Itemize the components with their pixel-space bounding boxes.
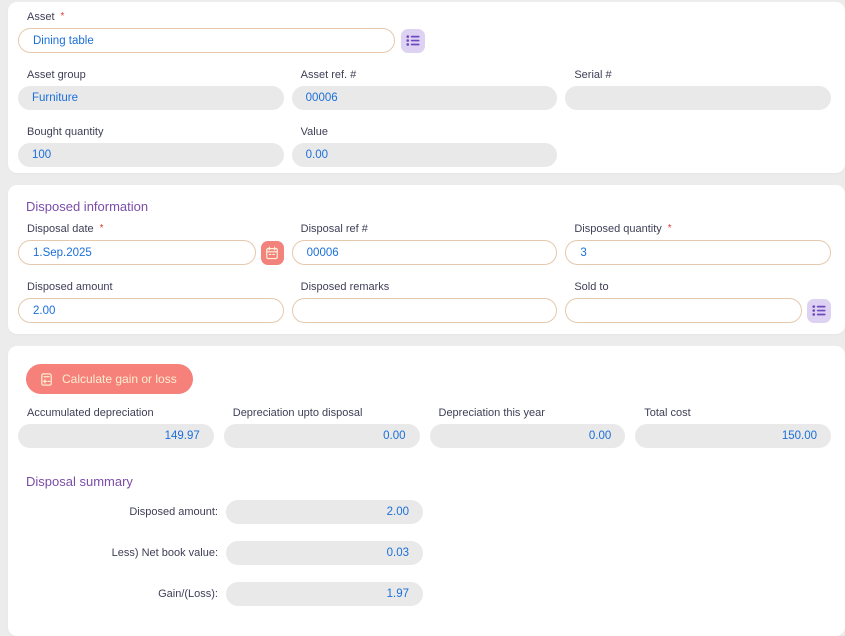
- accumulated-depreciation-field: 149.97: [18, 424, 214, 448]
- depreciation-row: Accumulated depreciation 149.97 Deprecia…: [18, 407, 831, 448]
- asset-input[interactable]: [18, 28, 395, 53]
- disposal-ref-input[interactable]: [291, 240, 558, 265]
- field-disposed-remarks: Disposed remarks: [291, 281, 558, 323]
- summary-disposed-amount-label: Disposed amount:: [129, 506, 218, 518]
- gain-loss-card: Calculate gain or loss Accumulated depre…: [8, 346, 845, 636]
- disposed-amount-label: Disposed amount: [27, 281, 113, 293]
- field-asset: Asset *: [18, 11, 831, 53]
- summary-net-book-value-field: 0.03: [226, 541, 423, 565]
- asset-ref-label: Asset ref. #: [300, 69, 357, 81]
- calculate-gain-or-loss-button[interactable]: Calculate gain or loss: [26, 364, 193, 394]
- bought-quantity-label: Bought quantity: [27, 126, 104, 138]
- disposed-quantity-input[interactable]: [565, 240, 831, 265]
- field-disposed-amount: Disposed amount: [18, 281, 284, 323]
- summary-row-net-book-value: Less) Net book value: 0.03: [18, 541, 831, 565]
- summary-net-book-value-label: Less) Net book value:: [111, 547, 218, 559]
- disposed-amount-input[interactable]: [18, 298, 284, 323]
- asset-group-field: Furniture: [18, 86, 284, 110]
- value-label: Value: [300, 126, 328, 138]
- asset-detail-row-2: Bought quantity 100 Value 0.00: [18, 126, 831, 167]
- summary-gain-loss-field: 1.97: [226, 582, 423, 606]
- field-sold-to: Sold to: [565, 281, 831, 323]
- empty-cell: [565, 126, 831, 167]
- asset-group-label: Asset group: [27, 69, 86, 81]
- disposed-row-1: Disposal date *: [18, 223, 831, 265]
- field-accumulated-depreciation: Accumulated depreciation 149.97: [18, 407, 214, 448]
- depreciation-upto-disposal-label: Depreciation upto disposal: [232, 407, 363, 419]
- calendar-icon: [265, 246, 279, 260]
- disposal-summary-title: Disposal summary: [26, 474, 133, 489]
- date-picker-button[interactable]: [260, 240, 284, 265]
- depreciation-this-year-field: 0.00: [429, 424, 626, 448]
- depreciation-this-year-label: Depreciation this year: [438, 407, 545, 419]
- field-asset-ref: Asset ref. # 00006: [291, 69, 558, 110]
- asset-label: Asset: [27, 11, 55, 23]
- serial-label: Serial #: [574, 69, 612, 81]
- asset-input-row: [18, 28, 425, 53]
- disposal-date-input[interactable]: [18, 240, 256, 265]
- asset-info-card: Asset *: [8, 2, 845, 173]
- field-bought-quantity: Bought quantity 100: [18, 126, 284, 167]
- field-depreciation-this-year: Depreciation this year 0.00: [429, 407, 626, 448]
- asset-detail-row-1: Asset group Furniture Asset ref. # 00006…: [18, 69, 831, 110]
- list-icon: [405, 34, 420, 47]
- field-disposal-ref: Disposal ref #: [291, 223, 558, 265]
- serial-field: [565, 86, 831, 110]
- disposal-ref-label: Disposal ref #: [300, 223, 368, 235]
- asset-label-row: Asset *: [27, 11, 831, 24]
- sold-to-label: Sold to: [574, 281, 609, 293]
- field-serial: Serial #: [565, 69, 831, 110]
- value-field: 0.00: [291, 143, 558, 167]
- sold-to-input[interactable]: [565, 298, 802, 323]
- disposal-date-label: Disposal date: [27, 223, 94, 235]
- calculator-icon: [39, 372, 54, 387]
- total-cost-field: 150.00: [635, 424, 831, 448]
- disposed-information-title: Disposed information: [26, 199, 149, 214]
- sold-to-row: [565, 298, 831, 323]
- field-total-cost: Total cost 150.00: [635, 407, 831, 448]
- disposed-remarks-label: Disposed remarks: [300, 281, 390, 293]
- accumulated-depreciation-label: Accumulated depreciation: [27, 407, 154, 419]
- asset-lookup-button[interactable]: [400, 28, 425, 53]
- field-depreciation-upto-disposal: Depreciation upto disposal 0.00: [223, 407, 420, 448]
- calculate-button-label: Calculate gain or loss: [62, 372, 177, 386]
- asset-ref-field: 00006: [291, 86, 558, 110]
- total-cost-label: Total cost: [644, 407, 691, 419]
- field-value: Value 0.00: [291, 126, 558, 167]
- field-disposed-quantity: Disposed quantity *: [565, 223, 831, 265]
- disposed-information-card: Disposed information Disposal date *: [8, 185, 845, 334]
- depreciation-upto-disposal-field: 0.00: [223, 424, 420, 448]
- bought-quantity-field: 100: [18, 143, 284, 167]
- required-asterisk: *: [60, 11, 65, 22]
- field-asset-group: Asset group Furniture: [18, 69, 284, 110]
- summary-row-gain-loss: Gain/(Loss): 1.97: [18, 582, 831, 606]
- summary-disposed-amount-field: 2.00: [226, 500, 423, 524]
- summary-gain-loss-label: Gain/(Loss):: [158, 588, 218, 600]
- required-asterisk: *: [667, 223, 672, 234]
- disposed-row-2: Disposed amount Disposed remarks Sold to: [18, 281, 831, 323]
- required-asterisk: *: [99, 223, 104, 234]
- disposed-remarks-input[interactable]: [291, 298, 558, 323]
- disposal-date-row: [18, 240, 284, 265]
- sold-to-lookup-button[interactable]: [806, 298, 831, 323]
- disposed-quantity-label: Disposed quantity: [574, 223, 662, 235]
- list-icon: [812, 304, 826, 317]
- field-disposal-date: Disposal date *: [18, 223, 284, 265]
- summary-row-disposed-amount: Disposed amount: 2.00: [18, 500, 831, 524]
